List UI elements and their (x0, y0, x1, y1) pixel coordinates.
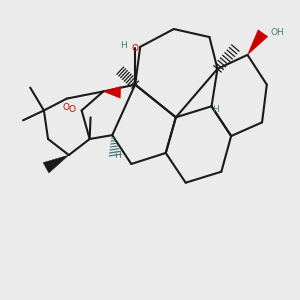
Polygon shape (103, 86, 121, 98)
Text: O: O (62, 103, 69, 112)
Text: H: H (212, 105, 219, 114)
Text: H: H (121, 41, 127, 50)
Text: O: O (68, 105, 75, 114)
Text: OH: OH (270, 28, 284, 37)
Text: O: O (132, 44, 139, 52)
Polygon shape (43, 155, 69, 173)
Polygon shape (248, 30, 268, 55)
Text: H: H (114, 152, 121, 160)
